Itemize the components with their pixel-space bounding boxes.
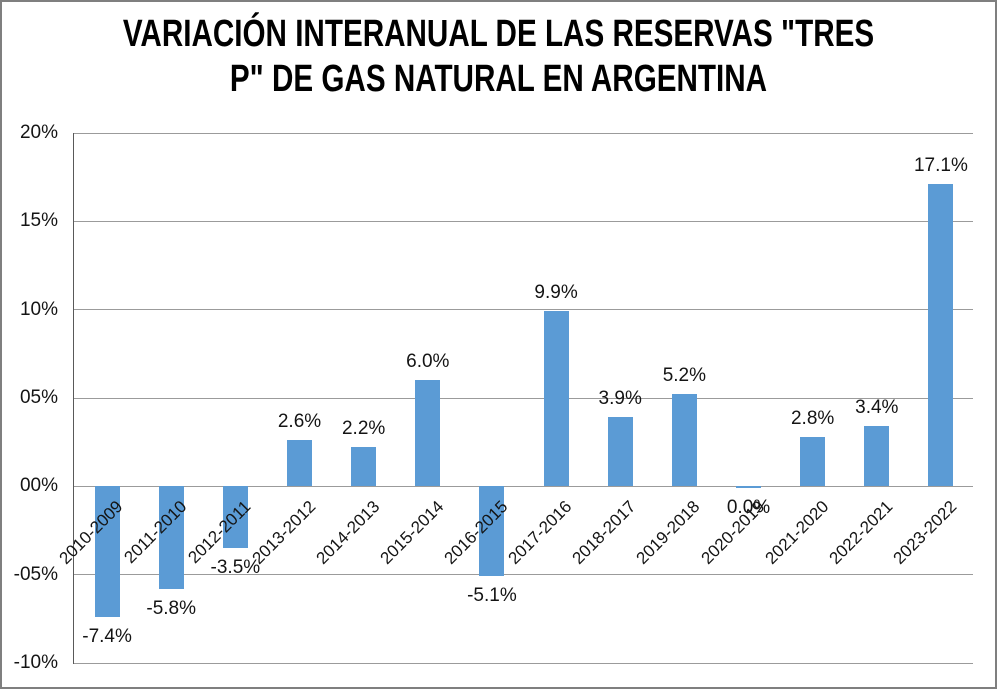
data-label: -5.1% [467,585,517,607]
data-label: 2.2% [341,418,386,440]
bar [158,486,184,589]
data-label: 2.8% [790,407,835,429]
bar [736,486,761,489]
y-axis-line [73,133,74,664]
grid-line [73,662,973,664]
y-tick-label: 00% [19,475,58,497]
chart-title-line-1: VARIACIÓN INTERANUAL DE LAS RESERVAS "TR… [122,13,875,55]
data-label: 17.1% [913,155,968,177]
data-label: 0.0% [726,497,771,519]
bar [222,486,248,549]
bar [671,394,697,487]
data-label: 9.9% [534,282,578,304]
bar [607,417,633,487]
bar [479,486,505,577]
bar [543,311,569,487]
data-label: 5.2% [662,365,706,387]
bar [415,380,441,487]
bar [287,440,312,487]
y-tick-label: -05% [13,563,58,585]
bar [864,426,890,487]
grid-line [73,309,973,311]
chart-title-line-2: P" DE GAS NATURAL EN ARGENTINA [229,58,768,100]
data-label: 3.4% [855,397,899,419]
data-label: -7.4% [82,626,132,648]
bar [928,184,954,487]
data-label: -3.5% [210,557,261,579]
bar [800,436,826,487]
bar [351,447,377,487]
data-label: 2.6% [277,411,322,433]
data-label: -5.8% [146,597,197,619]
y-tick-label: 20% [19,122,58,143]
grid-line [73,397,973,399]
y-tick-label: 05% [19,387,58,408]
data-label: 6.0% [406,351,450,373]
bar [94,486,120,618]
y-tick-label: 10% [19,298,58,320]
grid-line [73,574,973,576]
y-tick-label: -10% [13,652,58,673]
data-label: 3.9% [598,388,642,410]
grid-line [73,132,973,134]
chart-title: VARIACIÓN INTERANUAL DE LAS RESERVAS "TR… [110,12,888,102]
grid-line [73,220,973,222]
y-tick-label: 15% [19,210,58,232]
grid-line [73,485,973,487]
